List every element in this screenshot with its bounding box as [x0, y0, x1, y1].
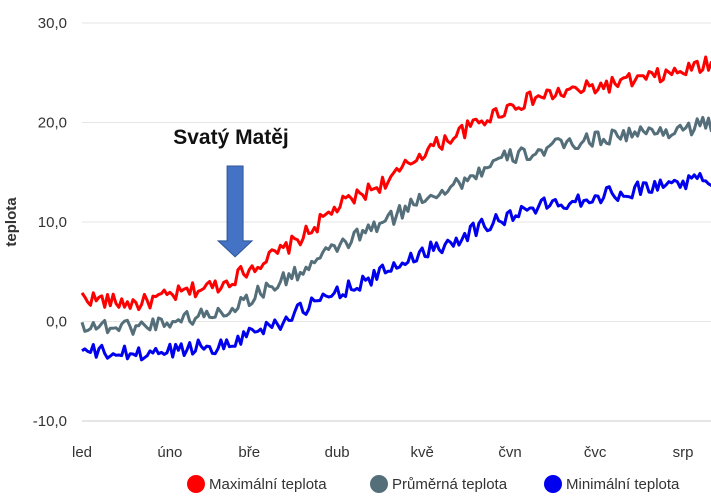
x-tick-label: čvn: [498, 444, 521, 461]
series-line: [81, 172, 711, 362]
legend-marker-icon[interactable]: [370, 475, 388, 493]
annotation-arrow-icon: [216, 165, 254, 258]
y-tick-label: 30,0: [38, 15, 67, 32]
y-tick-label: 0,0: [46, 314, 67, 331]
x-tick-label: kvě: [411, 444, 434, 461]
x-tick-label: bře: [238, 444, 260, 461]
grid-lines: [82, 22, 711, 422]
series-line: [80, 115, 711, 336]
x-tick-label: dub: [325, 444, 350, 461]
x-tick-label: úno: [157, 444, 182, 461]
legend-marker-icon[interactable]: [187, 475, 205, 493]
legend: Maximální teplota Průměrná teplota Minimál…: [187, 475, 680, 493]
legend-marker-icon[interactable]: [544, 475, 562, 493]
legend-label[interactable]: Průměrná teplota: [392, 476, 508, 493]
x-axis-tick-labels: led úno bře dub kvě čvn čvc srp: [72, 444, 693, 461]
annotation-label: Svatý Matěj: [173, 126, 289, 149]
x-tick-label: led: [72, 444, 92, 461]
y-axis-label: teplota: [3, 197, 20, 247]
annotation: Svatý Matěj: [173, 126, 289, 258]
legend-label[interactable]: Maximální teplota: [209, 476, 327, 493]
y-axis-tick-labels: -10,0 0,0 10,0 20,0 30,0: [33, 15, 67, 430]
y-tick-label: 10,0: [38, 214, 67, 231]
series-line: [80, 55, 711, 312]
y-tick-label: -10,0: [33, 413, 67, 430]
y-tick-label: 20,0: [38, 115, 67, 132]
x-tick-label: čvc: [584, 444, 607, 461]
series-lines: [80, 55, 711, 362]
legend-label[interactable]: Minimální teplota: [566, 476, 680, 493]
x-tick-label: srp: [673, 444, 694, 461]
